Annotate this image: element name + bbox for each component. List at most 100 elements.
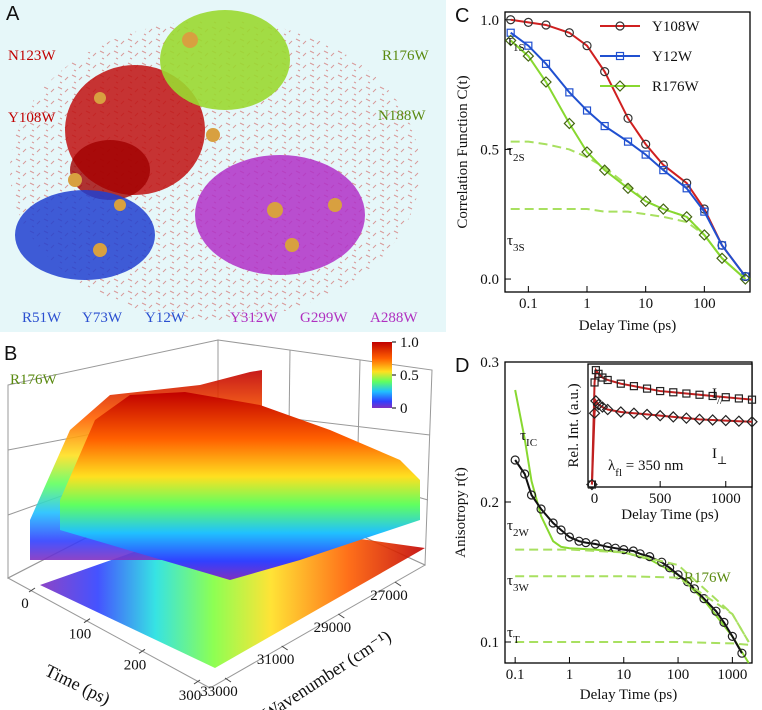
y-axis-label: Rel. Int. (a.u.) (566, 383, 582, 467)
symbol-label: τ3W (507, 573, 530, 594)
tick (281, 645, 288, 651)
symbol-label: τ1S (507, 33, 525, 54)
tick (138, 648, 146, 654)
marker (717, 241, 727, 250)
marker (641, 139, 651, 149)
symbol-label: τ2S (507, 143, 525, 164)
protein-image (0, 0, 446, 332)
marker (641, 408, 653, 421)
marker (657, 203, 670, 215)
panel-letter: D (455, 355, 469, 377)
marker (639, 195, 652, 208)
x-tick-label: 100 (693, 296, 716, 312)
label-part: τ (520, 428, 526, 444)
tick-label: 0 (21, 596, 29, 612)
marker (590, 395, 602, 407)
series-line (514, 389, 750, 664)
residue-label: N188W (378, 108, 426, 124)
marker (682, 389, 691, 398)
symbol-label: I// (712, 386, 724, 407)
marker (540, 76, 552, 88)
marker (541, 20, 551, 30)
y-tick-label: 0.3 (480, 355, 499, 371)
marker (747, 395, 757, 404)
marker (641, 150, 650, 159)
marker (536, 504, 546, 514)
series-line (515, 548, 750, 643)
marker (581, 146, 593, 158)
marker (727, 631, 737, 642)
annotation: R176W (10, 372, 58, 388)
x-tick-label: 1 (583, 296, 591, 312)
x-tick-label: 10 (638, 296, 653, 312)
plot: 0.1 1 10 100 0.0 0.5 1.0 Delay Time (ps) Correla… (455, 11, 752, 334)
marker (673, 570, 683, 580)
marker (654, 409, 667, 422)
residue-label: Y312W (230, 310, 278, 326)
panel-letter: B (4, 343, 17, 365)
annotation: R176W (684, 570, 732, 586)
marker (614, 406, 627, 418)
marker (659, 166, 668, 175)
marker (657, 557, 667, 567)
marker (695, 390, 704, 399)
label-part: τ (507, 573, 513, 589)
marker (680, 210, 693, 223)
marker (669, 388, 678, 397)
series-line (515, 641, 749, 646)
subscript: 1S (513, 42, 525, 54)
series-line (510, 18, 747, 278)
marker (616, 379, 625, 388)
marker (642, 384, 652, 393)
series-line (590, 367, 753, 485)
symbol-label: τ2W (507, 518, 530, 539)
subscript: 3W (513, 582, 530, 594)
marker (510, 455, 520, 465)
series-line (510, 140, 747, 280)
marker (656, 386, 665, 396)
tick-label: 29000 (314, 620, 352, 636)
subscript: IC (526, 437, 537, 449)
marker (603, 375, 612, 385)
symbol-label: τT (507, 625, 520, 646)
legend-marker (615, 21, 625, 31)
legend-label: R176W (652, 79, 700, 95)
marker (598, 373, 607, 382)
tick (394, 581, 402, 587)
x-tick-label: 1000 (711, 491, 741, 507)
marker (739, 273, 752, 285)
marker (716, 252, 728, 265)
x-tick-label: 10 (616, 667, 631, 683)
marker (600, 67, 610, 77)
y-tick-label: 0.5 (480, 142, 499, 158)
subscript: // (717, 395, 724, 407)
marker (598, 164, 611, 176)
residue-label: Y108W (8, 110, 56, 126)
tick (28, 587, 36, 593)
marker (541, 59, 551, 68)
marker (590, 539, 600, 549)
marker (719, 414, 732, 427)
symbol-label: I⊥ (712, 446, 727, 467)
label-part: τ (507, 518, 513, 534)
tick-label: 31000 (257, 652, 295, 668)
marker (600, 121, 609, 131)
x-tick-label: 1000 (717, 667, 747, 683)
marker (563, 117, 576, 130)
marker (711, 606, 721, 616)
marker (524, 41, 533, 50)
symbol-label: τ3S (507, 233, 525, 254)
marker (581, 537, 591, 548)
y-tick-label: 0.2 (480, 495, 499, 511)
tick-label: 0.5 (400, 368, 419, 384)
residue-label: R176W (382, 48, 430, 64)
legend-label: Y12W (652, 49, 693, 65)
marker (582, 106, 592, 115)
marker (619, 544, 629, 555)
marker (680, 412, 693, 424)
marker (622, 182, 634, 195)
axis-label: Time (ps) (41, 660, 113, 709)
tick (83, 618, 91, 624)
marker (734, 394, 743, 403)
marker (564, 532, 575, 542)
